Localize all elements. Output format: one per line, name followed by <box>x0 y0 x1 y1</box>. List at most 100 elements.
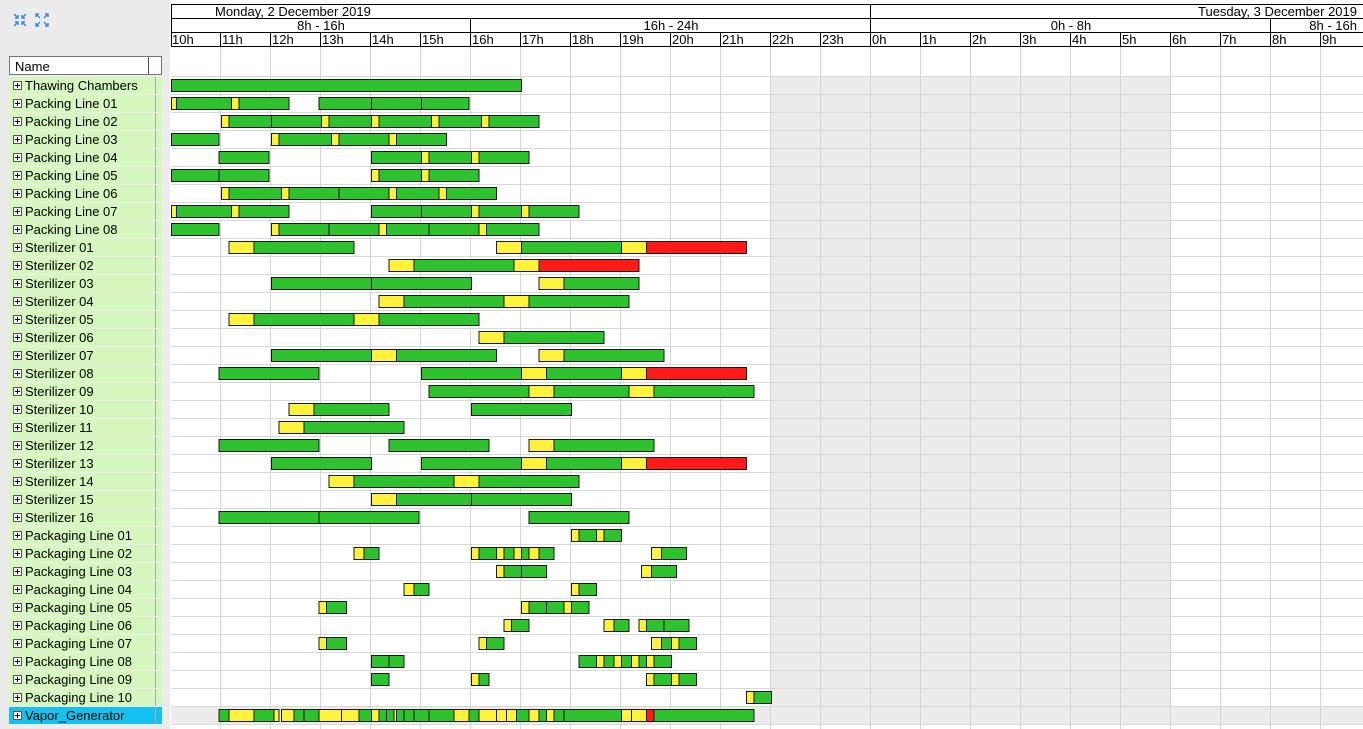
task-bar-processing[interactable] <box>428 169 480 182</box>
task-bar-setup[interactable] <box>471 673 480 686</box>
task-bar-processing[interactable] <box>378 115 432 128</box>
resource-row[interactable]: Packaging Line 09 <box>9 671 162 688</box>
task-bar-setup[interactable] <box>328 475 355 488</box>
task-bar-processing[interactable] <box>378 313 480 326</box>
resource-row[interactable]: Vapor_Generator <box>9 707 162 724</box>
name-column-header[interactable]: Name <box>9 56 162 75</box>
task-bar-setup[interactable] <box>331 133 340 146</box>
expand-row-icon[interactable] <box>13 117 22 126</box>
resource-row[interactable]: Sterilizer 11 <box>9 419 162 436</box>
task-bar-setup[interactable] <box>546 709 555 722</box>
resource-row[interactable]: Packaging Line 06 <box>9 617 162 634</box>
expand-row-icon[interactable] <box>13 351 22 360</box>
task-bar-processing[interactable] <box>271 115 322 128</box>
task-bar-setup[interactable] <box>231 97 240 110</box>
task-bar-processing[interactable] <box>421 367 522 380</box>
task-bar-processing[interactable] <box>313 403 390 416</box>
expand-row-icon[interactable] <box>13 639 22 648</box>
task-bar-processing[interactable] <box>468 709 480 722</box>
resource-row[interactable]: Sterilizer 14 <box>9 473 162 490</box>
task-bar-processing[interactable] <box>388 655 405 668</box>
task-bar-processing[interactable] <box>271 277 372 290</box>
task-bar-setup[interactable] <box>321 115 330 128</box>
task-bar-processing[interactable] <box>511 619 530 632</box>
resource-row[interactable]: Sterilizer 16 <box>9 509 162 526</box>
expand-row-icon[interactable] <box>13 675 22 684</box>
resource-row[interactable]: Sterilizer 12 <box>9 437 162 454</box>
task-bar-processing[interactable] <box>413 709 430 722</box>
task-bar-processing[interactable] <box>488 115 540 128</box>
task-bar-setup[interactable] <box>478 637 487 650</box>
task-bar-processing[interactable] <box>371 151 422 164</box>
expand-row-icon[interactable] <box>13 297 22 306</box>
task-bar-setup[interactable] <box>318 601 327 614</box>
task-bar-processing[interactable] <box>353 475 455 488</box>
task-bar-processing[interactable] <box>413 583 430 596</box>
task-bar-processing[interactable] <box>661 637 672 650</box>
task-bar-processing[interactable] <box>563 349 665 362</box>
task-bar-processing[interactable] <box>171 79 522 92</box>
expand-row-icon[interactable] <box>13 225 22 234</box>
expand-row-icon[interactable] <box>13 459 22 468</box>
task-bar-processing[interactable] <box>553 385 630 398</box>
task-bar-processing[interactable] <box>528 511 630 524</box>
task-bar-processing[interactable] <box>326 637 347 650</box>
task-bar-processing[interactable] <box>318 97 372 110</box>
task-bar-setup[interactable] <box>471 205 480 218</box>
task-bar-setup[interactable] <box>646 673 655 686</box>
expand-row-icon[interactable] <box>13 423 22 432</box>
task-bar-processing[interactable] <box>388 439 490 452</box>
task-bar-setup[interactable] <box>271 223 280 236</box>
expand-row-icon[interactable] <box>13 531 22 540</box>
task-bar-processing[interactable] <box>396 133 447 146</box>
task-bar-setup[interactable] <box>341 709 360 722</box>
task-bar-processing[interactable] <box>288 187 340 200</box>
resource-row[interactable]: Sterilizer 05 <box>9 311 162 328</box>
resource-row[interactable]: Packing Line 07 <box>9 203 162 220</box>
task-bar-setup[interactable] <box>746 691 755 704</box>
task-bar-processing[interactable] <box>603 529 622 542</box>
task-bar-processing[interactable] <box>396 187 440 200</box>
resource-row[interactable]: Sterilizer 03 <box>9 275 162 292</box>
task-bar-setup[interactable] <box>521 367 547 380</box>
task-bar-processing[interactable] <box>218 709 230 722</box>
task-bar-setup[interactable] <box>378 295 405 308</box>
task-bar-processing[interactable] <box>563 709 622 722</box>
task-bar-processing[interactable] <box>176 205 232 218</box>
task-bar-processing[interactable] <box>218 439 320 452</box>
task-bar-processing[interactable] <box>428 223 480 236</box>
task-bar-processing[interactable] <box>661 547 687 560</box>
task-bar-setup[interactable] <box>496 241 522 254</box>
task-bar-processing[interactable] <box>421 97 470 110</box>
task-bar-processing[interactable] <box>271 349 372 362</box>
task-bar-processing[interactable] <box>486 223 540 236</box>
resource-row[interactable]: Packaging Line 02 <box>9 545 162 562</box>
resource-row[interactable]: Packaging Line 04 <box>9 581 162 598</box>
task-bar-setup[interactable] <box>521 205 530 218</box>
resource-row[interactable]: Sterilizer 02 <box>9 257 162 274</box>
expand-row-icon[interactable] <box>13 405 22 414</box>
task-bar-processing[interactable] <box>371 673 390 686</box>
task-bar-setup[interactable] <box>481 115 490 128</box>
expand-row-icon[interactable] <box>13 171 22 180</box>
task-bar-processing[interactable] <box>446 187 497 200</box>
task-bar-processing[interactable] <box>678 637 697 650</box>
task-bar-processing[interactable] <box>358 709 372 722</box>
task-bar-processing[interactable] <box>553 709 565 722</box>
task-bar-processing[interactable] <box>403 295 505 308</box>
resource-row[interactable]: Sterilizer 13 <box>9 455 162 472</box>
task-bar-processing[interactable] <box>378 709 387 722</box>
task-bar-processing[interactable] <box>578 655 597 668</box>
task-bar-processing[interactable] <box>171 133 220 146</box>
task-bar-setup[interactable] <box>221 115 230 128</box>
task-bar-setup[interactable] <box>621 457 647 470</box>
resource-row[interactable]: Sterilizer 10 <box>9 401 162 418</box>
task-bar-processing[interactable] <box>428 709 455 722</box>
task-bar-processing[interactable] <box>396 493 472 506</box>
task-bar-overdue[interactable] <box>538 259 640 272</box>
task-bar-processing[interactable] <box>478 205 522 218</box>
column-resize-handle[interactable] <box>148 57 149 74</box>
task-bar-setup[interactable] <box>228 241 255 254</box>
task-bar-processing[interactable] <box>546 457 622 470</box>
task-bar-processing[interactable] <box>471 493 572 506</box>
